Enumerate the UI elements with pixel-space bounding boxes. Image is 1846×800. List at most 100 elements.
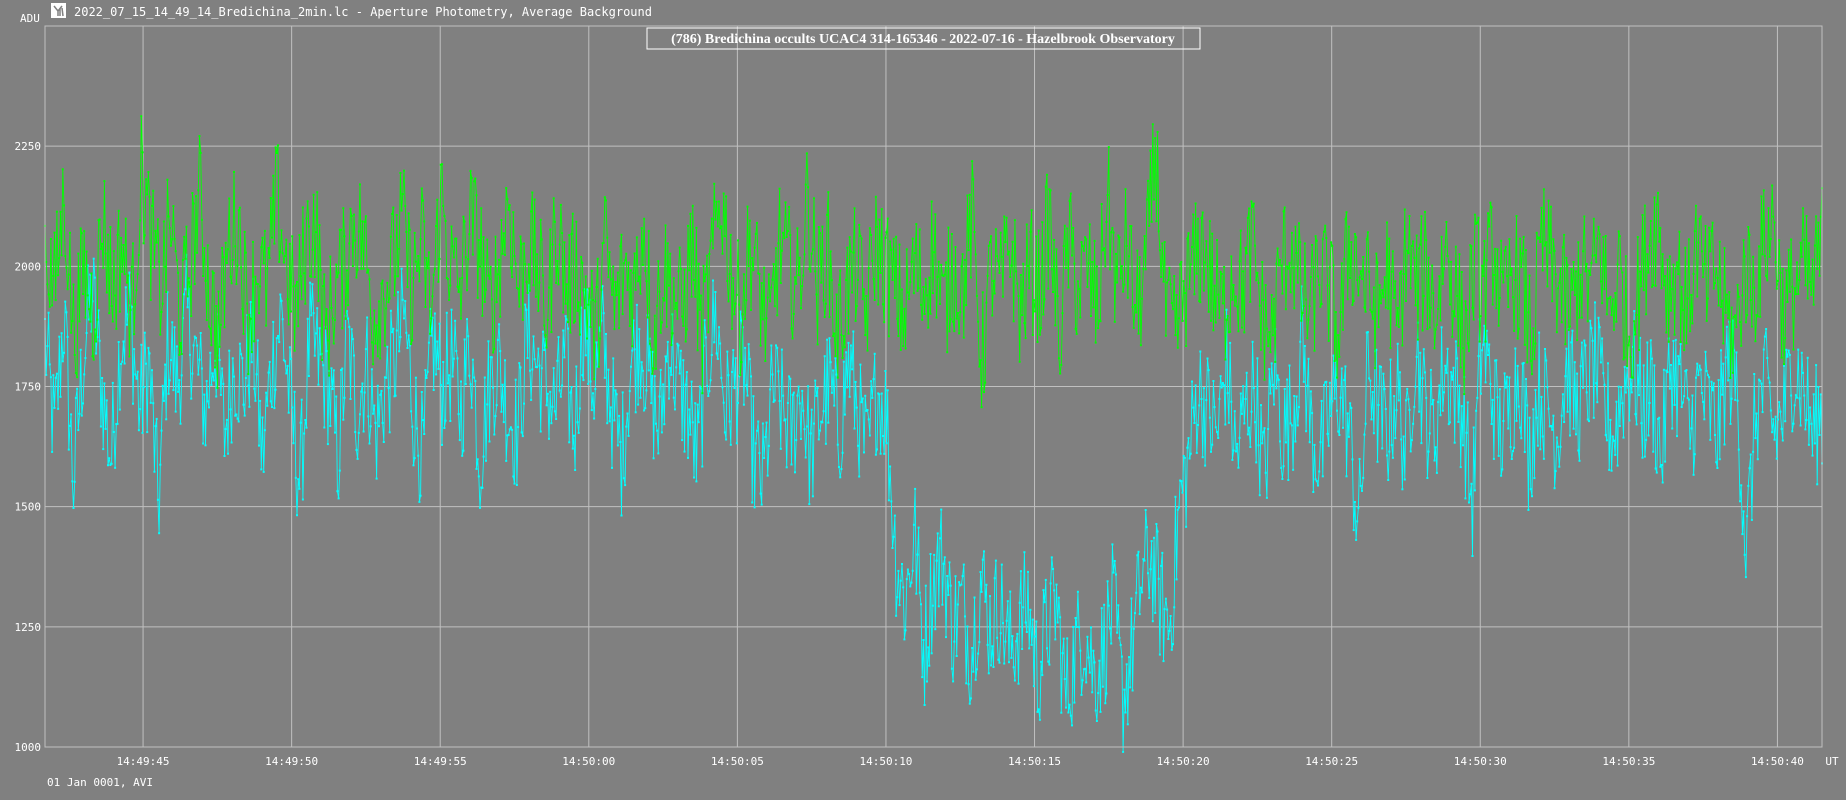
data-point <box>1391 250 1394 253</box>
data-point <box>558 243 561 246</box>
data-point <box>1729 422 1732 425</box>
series-points <box>44 253 1823 753</box>
data-point <box>859 235 862 237</box>
data-point <box>1629 377 1632 380</box>
series-target <box>44 253 1823 753</box>
data-point <box>1626 365 1629 368</box>
data-point <box>1168 266 1171 269</box>
data-point <box>1440 235 1443 238</box>
data-point <box>1806 297 1809 300</box>
data-point <box>631 345 634 348</box>
data-point <box>178 379 181 382</box>
data-point <box>1673 333 1676 336</box>
data-point <box>1197 424 1199 426</box>
data-point <box>1041 674 1044 677</box>
data-point <box>229 275 232 278</box>
data-point <box>343 396 346 399</box>
data-point <box>695 226 698 229</box>
data-point <box>422 199 424 202</box>
data-point <box>202 275 205 277</box>
data-point <box>973 231 976 234</box>
data-point <box>746 205 749 208</box>
data-point <box>1672 263 1675 266</box>
data-point <box>174 410 177 413</box>
data-point <box>1433 459 1436 462</box>
data-point <box>337 497 340 500</box>
data-point <box>563 241 566 244</box>
data-point <box>1345 211 1348 214</box>
data-point <box>235 283 238 286</box>
data-point <box>901 563 903 565</box>
data-point <box>1205 399 1208 402</box>
data-point <box>794 471 796 474</box>
data-point <box>47 311 50 314</box>
data-point <box>1500 239 1503 242</box>
data-point <box>1583 339 1586 342</box>
data-point <box>1210 450 1212 453</box>
data-point <box>1420 215 1423 218</box>
data-point <box>720 225 723 228</box>
data-point <box>45 261 48 263</box>
data-point <box>325 308 328 311</box>
data-point <box>1651 357 1653 360</box>
data-point <box>1526 404 1529 407</box>
data-point <box>904 629 907 632</box>
data-point <box>288 242 291 245</box>
data-point <box>191 192 194 194</box>
data-point <box>902 345 905 348</box>
data-point <box>52 374 55 377</box>
data-point <box>1142 267 1145 270</box>
data-point <box>372 363 375 366</box>
data-point <box>589 380 592 383</box>
data-point <box>1298 406 1300 409</box>
data-point <box>1706 374 1709 377</box>
data-point <box>139 219 142 222</box>
data-point <box>747 343 750 346</box>
data-point <box>941 274 944 277</box>
data-point <box>660 431 663 434</box>
data-point <box>77 252 80 255</box>
data-point <box>859 363 862 366</box>
data-point <box>1542 188 1545 191</box>
data-point <box>684 383 687 386</box>
data-point <box>926 294 928 297</box>
data-point <box>206 244 209 247</box>
data-point <box>1671 427 1674 430</box>
data-point <box>374 421 377 424</box>
data-point <box>155 417 158 420</box>
data-point <box>649 342 651 345</box>
data-point <box>728 420 731 423</box>
data-point <box>1219 270 1222 273</box>
data-point <box>127 274 130 277</box>
data-point <box>641 263 644 266</box>
data-point <box>1680 406 1683 408</box>
data-point <box>1389 358 1392 361</box>
data-point <box>718 326 720 329</box>
data-point <box>966 194 969 197</box>
data-point <box>1130 597 1133 600</box>
data-point <box>1366 331 1369 334</box>
data-point <box>905 578 908 581</box>
data-point <box>704 336 707 339</box>
data-point <box>1330 241 1333 244</box>
data-point <box>1425 239 1428 242</box>
data-point <box>782 231 785 234</box>
data-point <box>827 191 830 194</box>
data-point <box>540 367 543 370</box>
data-point <box>1636 236 1639 239</box>
data-point <box>347 304 350 307</box>
data-point <box>1357 506 1360 509</box>
data-point <box>1239 392 1242 395</box>
data-point <box>1447 423 1450 426</box>
data-point <box>607 276 610 279</box>
data-point <box>1390 270 1393 273</box>
data-point <box>698 308 701 311</box>
data-point <box>1174 495 1177 498</box>
data-point <box>1395 324 1398 327</box>
data-point <box>892 237 895 240</box>
data-point <box>1792 348 1795 351</box>
data-point <box>1010 264 1013 267</box>
data-point <box>1090 626 1092 629</box>
data-point <box>388 297 391 300</box>
data-point <box>911 237 914 240</box>
